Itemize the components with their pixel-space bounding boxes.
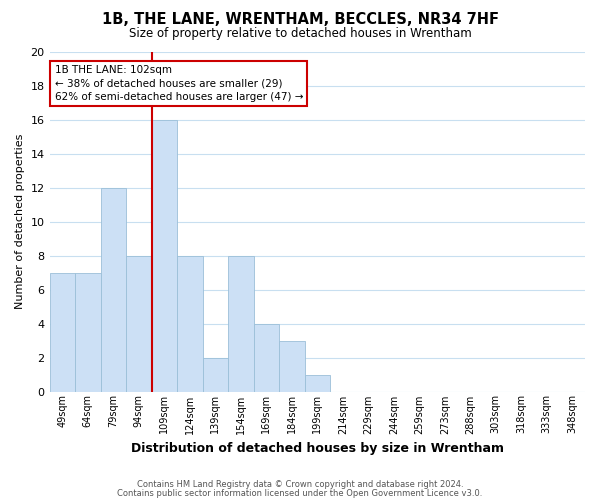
Y-axis label: Number of detached properties: Number of detached properties xyxy=(15,134,25,309)
Text: 1B, THE LANE, WRENTHAM, BECCLES, NR34 7HF: 1B, THE LANE, WRENTHAM, BECCLES, NR34 7H… xyxy=(101,12,499,28)
Bar xyxy=(126,256,152,392)
Bar xyxy=(305,374,330,392)
Bar xyxy=(101,188,126,392)
X-axis label: Distribution of detached houses by size in Wrentham: Distribution of detached houses by size … xyxy=(131,442,504,455)
Bar xyxy=(203,358,228,392)
Bar xyxy=(75,272,101,392)
Bar xyxy=(279,340,305,392)
Bar xyxy=(254,324,279,392)
Text: 1B THE LANE: 102sqm
← 38% of detached houses are smaller (29)
62% of semi-detach: 1B THE LANE: 102sqm ← 38% of detached ho… xyxy=(55,65,303,102)
Bar xyxy=(228,256,254,392)
Text: Contains public sector information licensed under the Open Government Licence v3: Contains public sector information licen… xyxy=(118,490,482,498)
Bar xyxy=(50,272,75,392)
Text: Contains HM Land Registry data © Crown copyright and database right 2024.: Contains HM Land Registry data © Crown c… xyxy=(137,480,463,489)
Bar xyxy=(152,120,177,392)
Text: Size of property relative to detached houses in Wrentham: Size of property relative to detached ho… xyxy=(128,28,472,40)
Bar xyxy=(177,256,203,392)
